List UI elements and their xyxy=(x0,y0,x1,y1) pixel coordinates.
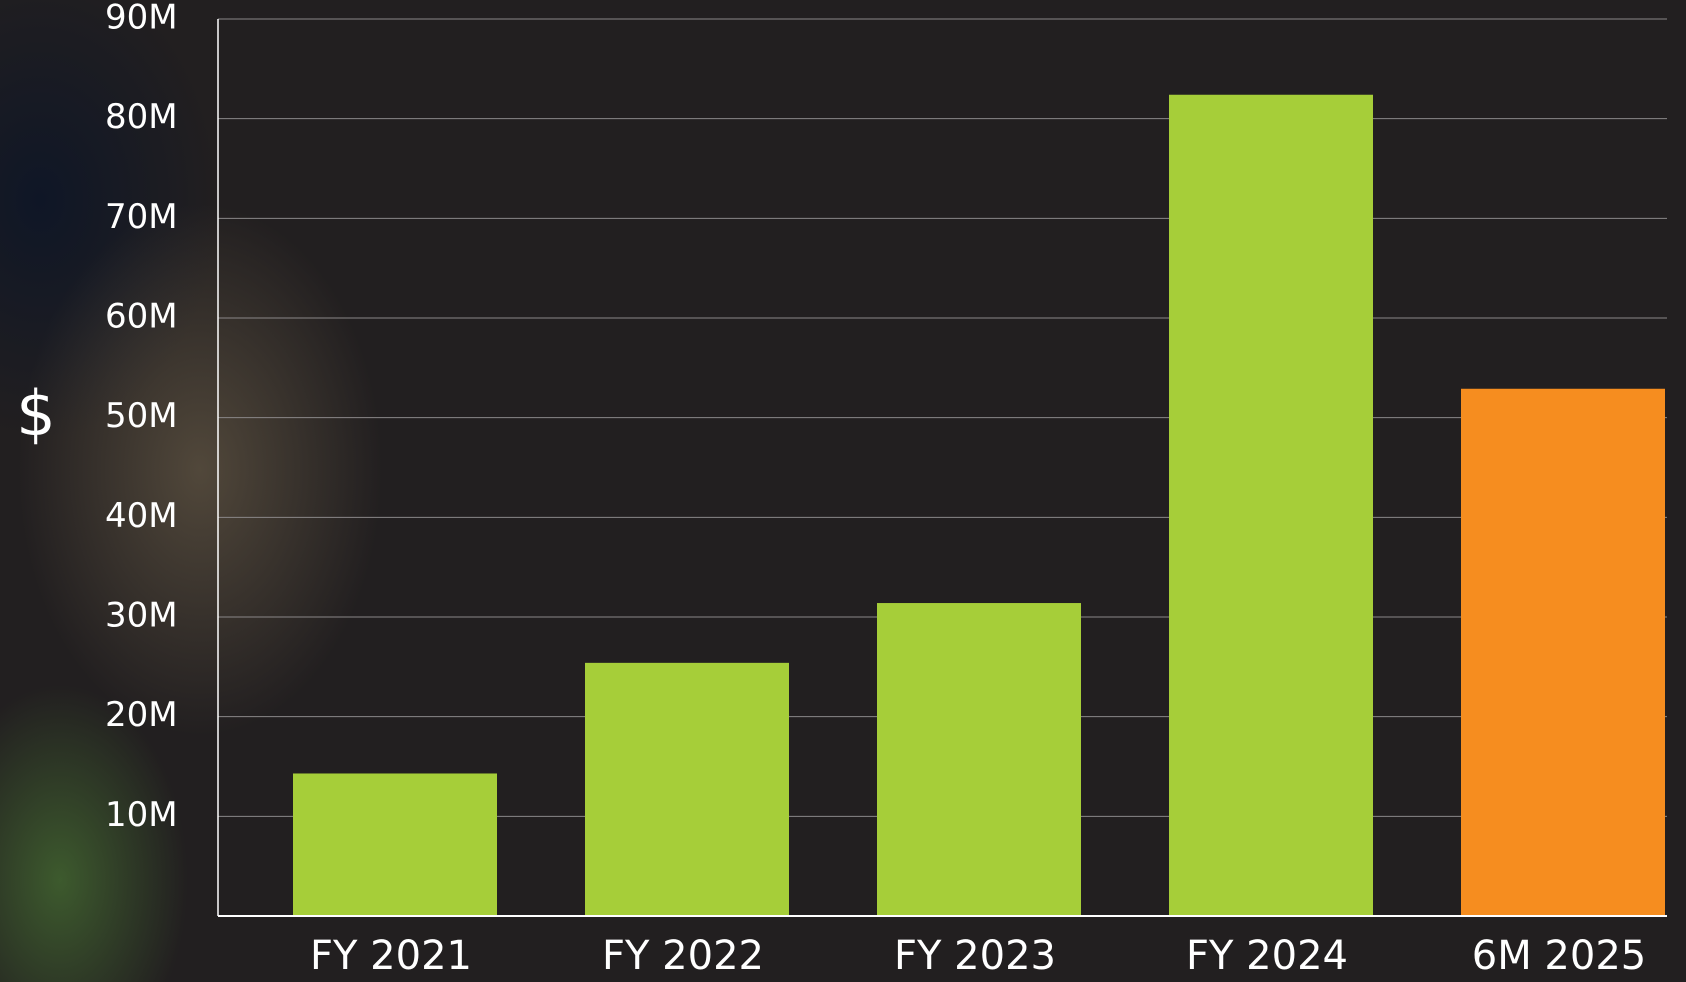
y-tick-label: 30M xyxy=(105,596,178,636)
x-tick-label: 6M 2025 xyxy=(1472,933,1646,979)
bar xyxy=(1169,94,1373,917)
y-tick-label: 50M xyxy=(105,396,178,436)
y-tick-label: 60M xyxy=(105,297,178,337)
y-tick-label: 40M xyxy=(105,496,178,536)
y-axis-label: $ xyxy=(16,377,55,450)
y-tick-label: 10M xyxy=(105,795,178,835)
y-tick-label: 20M xyxy=(105,695,178,735)
bar xyxy=(293,773,497,916)
bar xyxy=(585,662,789,916)
x-tick-label: FY 2022 xyxy=(602,933,764,979)
x-tick-label: FY 2021 xyxy=(310,933,472,979)
bar xyxy=(1461,388,1665,917)
y-tick-label: 90M xyxy=(105,0,178,38)
x-tick-label: FY 2023 xyxy=(894,933,1056,979)
y-tick-label: 80M xyxy=(105,97,178,137)
bar xyxy=(877,603,1081,916)
x-tick-label: FY 2024 xyxy=(1186,933,1348,979)
y-tick-label: 70M xyxy=(105,197,178,237)
